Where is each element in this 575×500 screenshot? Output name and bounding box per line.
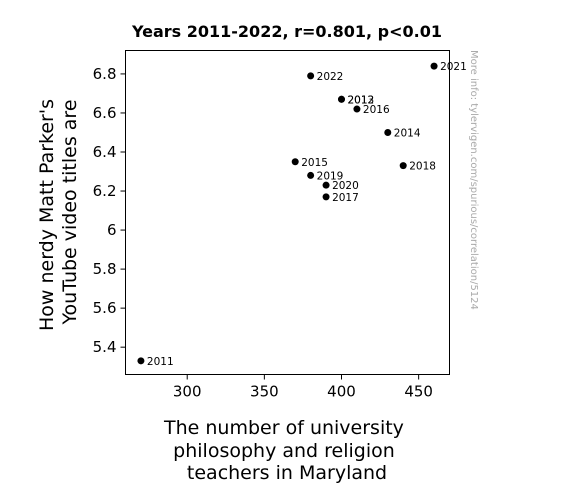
data-label-2018: 2018 xyxy=(409,161,436,173)
y-axis-label: How nerdy Matt Parker's YouTube video ti… xyxy=(36,93,81,331)
data-point-2022 xyxy=(307,72,315,80)
y-tick-label: 5.6 xyxy=(93,299,117,317)
data-label-2014: 2014 xyxy=(394,127,421,139)
y-tick-label: 6.4 xyxy=(93,143,117,161)
data-point-2011 xyxy=(137,357,145,365)
x-axis-label-line-1: The number of university xyxy=(163,417,404,439)
source-watermark: More info: tylervigen.com/spurious/corre… xyxy=(468,50,479,310)
x-tick-label: 400 xyxy=(327,383,356,401)
y-tick-label: 6 xyxy=(107,221,117,239)
y-tick-label: 5.4 xyxy=(93,338,117,356)
y-tick-label: 6.2 xyxy=(93,182,117,200)
x-axis-label: The number of university philosophy and … xyxy=(163,417,410,484)
chart-title: Years 2011-2022, r=0.801, p<0.01 xyxy=(131,22,442,41)
data-label-2016: 2016 xyxy=(363,104,390,116)
data-label-2020: 2020 xyxy=(332,180,359,192)
x-axis: 300 350 400 450 xyxy=(173,374,433,401)
data-point-2017 xyxy=(322,193,330,201)
y-tick-label: 5.8 xyxy=(93,260,117,278)
x-tick-label: 350 xyxy=(250,383,279,401)
y-axis-label-line-2: YouTube video titles are xyxy=(59,99,81,325)
x-tick-label: 300 xyxy=(173,383,202,401)
data-point-2013 xyxy=(338,95,345,103)
y-tick-label: 6.6 xyxy=(93,104,117,122)
x-axis-label-line-3: teachers in Maryland xyxy=(187,462,387,484)
data-point-2014 xyxy=(384,128,392,136)
data-point-2015 xyxy=(291,158,299,166)
data-label-2011: 2011 xyxy=(147,356,174,368)
x-axis-label-line-2: philosophy and religion xyxy=(173,440,395,462)
data-label-2021: 2021 xyxy=(440,61,467,73)
data-label-2019: 2019 xyxy=(317,170,344,182)
data-point-2019 xyxy=(307,171,315,179)
y-axis-label-line-1: How nerdy Matt Parker's xyxy=(36,99,58,331)
data-point-2018 xyxy=(399,162,407,170)
data-label-2015: 2015 xyxy=(301,157,328,169)
y-axis: 5.4 5.6 5.8 6 6.2 6.4 6.6 6.8 xyxy=(93,65,126,356)
data-point-2021 xyxy=(430,62,438,70)
data-point-2016 xyxy=(353,105,361,113)
data-label-2017: 2017 xyxy=(332,192,359,204)
plot-area xyxy=(125,50,450,375)
y-tick-label: 6.8 xyxy=(93,65,117,83)
x-tick-label: 450 xyxy=(404,383,433,401)
data-label-2013: 2013 xyxy=(348,94,375,106)
data-points xyxy=(137,62,438,365)
data-label-2012: 2012 xyxy=(348,94,375,106)
data-label-2022: 2022 xyxy=(317,71,344,83)
data-point-2020 xyxy=(322,181,330,189)
